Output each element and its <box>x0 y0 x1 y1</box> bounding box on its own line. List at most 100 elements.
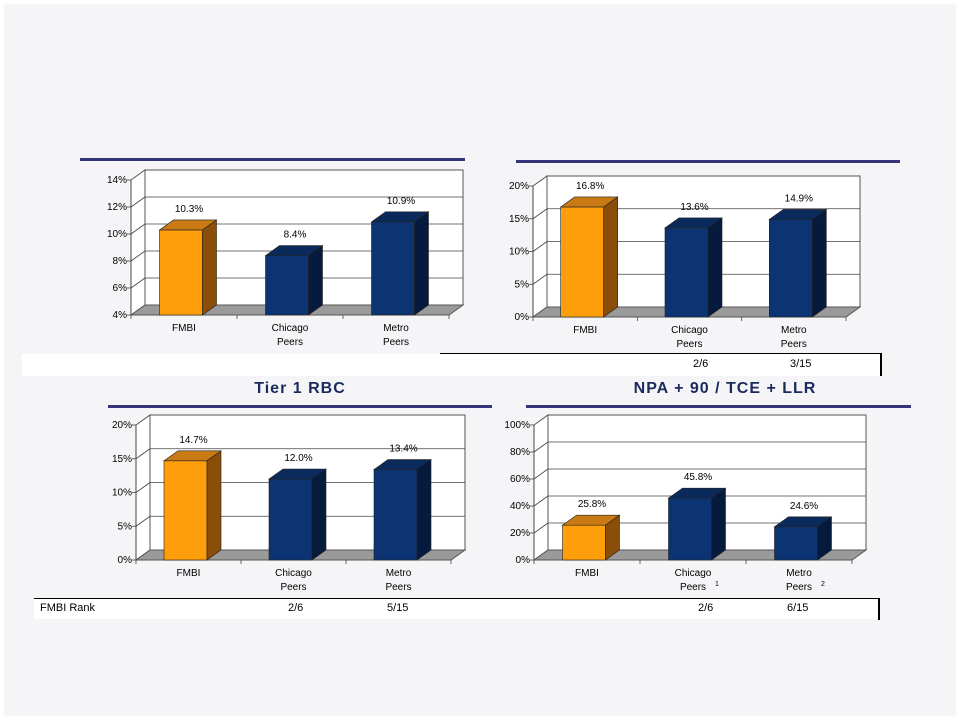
bar-front <box>163 460 208 561</box>
x-category-label: Metro Peers <box>383 323 409 348</box>
footnote-marker: 2 <box>821 581 825 588</box>
bar-front <box>560 206 604 318</box>
bar-side <box>311 468 327 561</box>
bar-1: 25.8% <box>561 499 621 561</box>
data-label: 13.4% <box>389 444 417 455</box>
y-tick-label: 5% <box>118 521 133 532</box>
bar-side <box>817 516 832 561</box>
footnote-marker: 1 <box>715 581 719 588</box>
bar-side <box>206 450 222 561</box>
gridline-side <box>130 196 146 208</box>
gridline-side <box>533 495 549 507</box>
bar-side <box>603 196 618 318</box>
y-tick-label: 10% <box>107 229 127 240</box>
data-label: 8.4% <box>284 230 307 241</box>
y-tick-label: 15% <box>112 454 132 465</box>
bar-3: 14.9% <box>768 193 828 318</box>
rank-bottom-right-chicago: 2/6 <box>698 602 714 614</box>
x-category-label: Metro Peers <box>786 568 812 593</box>
y-tick-label: 0% <box>516 555 531 566</box>
gridline-side <box>135 515 151 527</box>
bar-1: 10.3% <box>158 204 218 316</box>
chart-title-npa: NPA + 90 / TCE + LLR <box>633 380 817 397</box>
gridline-side <box>135 448 151 460</box>
bar-front <box>769 219 813 318</box>
gridline-side <box>533 468 549 480</box>
x-category-label: Chicago Peers <box>671 325 708 350</box>
bar-2: 12.0% <box>268 453 327 561</box>
rank-row-bottom-line <box>34 598 880 599</box>
bar-front <box>562 524 606 561</box>
y-tick-label: 20% <box>112 420 132 431</box>
y-tick-label: 0% <box>118 555 133 566</box>
data-label: 13.6% <box>680 202 708 213</box>
rank-top-chicago: 2/6 <box>693 358 709 370</box>
bar-front <box>668 497 712 561</box>
x-category-label: FMBI <box>172 323 196 334</box>
chart-4: 0% 20% 40% 60% 80% 100% 25.8% FMBI 45.8% Chicago P… <box>504 414 868 593</box>
side-wall <box>533 414 549 561</box>
data-label: 12.0% <box>284 453 312 464</box>
rank-row-bottom-edge <box>878 598 880 620</box>
gridline-side <box>532 208 548 220</box>
gridline-side <box>135 482 151 493</box>
x-category-label: Chicago Peers <box>675 568 712 593</box>
y-tick-label: 6% <box>113 283 128 294</box>
chart-3: 0% 5% 10% 15% 20% 14.7% FMBI 12.0% Chicago Peers 1… <box>112 414 467 593</box>
x-category-label: Chicago Peers <box>275 568 312 593</box>
y-tick-label: 15% <box>509 214 529 225</box>
x-category-label: FMBI <box>177 568 201 579</box>
x-category-label: FMBI <box>575 568 599 579</box>
x-category-label: Chicago Peers <box>272 323 309 348</box>
rank-bottom-right-metro: 6/15 <box>787 602 809 614</box>
y-tick-label: 20% <box>509 181 529 192</box>
rank-bottom-left-metro: 5/15 <box>387 602 409 614</box>
bar-side <box>812 208 827 318</box>
data-label: 10.3% <box>175 204 203 215</box>
divider-line-1 <box>80 158 465 161</box>
gridline-side <box>532 241 548 252</box>
divider-line-4 <box>526 405 911 408</box>
bar-side <box>414 211 429 316</box>
y-tick-label: 40% <box>510 501 530 512</box>
bar-front <box>774 526 818 561</box>
data-label: 16.8% <box>576 181 604 192</box>
gridline-side <box>130 277 146 289</box>
bar-2: 13.6% <box>664 202 723 318</box>
bar-side <box>711 487 726 561</box>
data-label: 10.9% <box>387 196 415 207</box>
bar-side <box>202 219 217 316</box>
y-tick-label: 80% <box>510 447 530 458</box>
bar-1: 16.8% <box>559 181 619 318</box>
data-label: 45.8% <box>684 472 712 483</box>
y-tick-label: 14% <box>107 175 127 186</box>
side-wall <box>130 169 146 316</box>
data-label: 14.9% <box>785 193 813 204</box>
rank-row-bottom <box>34 598 880 619</box>
data-label: 14.7% <box>179 435 207 446</box>
bar-front <box>159 229 203 316</box>
bar-front <box>371 221 415 316</box>
y-tick-label: 10% <box>509 247 529 258</box>
x-category-label: Metro Peers <box>385 568 411 593</box>
x-category-label: Metro Peers <box>781 325 807 350</box>
y-tick-label: 12% <box>107 202 127 213</box>
gridline-side <box>533 441 549 453</box>
y-tick-label: 4% <box>113 310 128 321</box>
gridline-side <box>533 522 549 534</box>
y-tick-label: 5% <box>515 279 530 290</box>
bar-side <box>416 458 432 561</box>
bar-3: 13.4% <box>373 444 432 561</box>
bar-front <box>268 478 313 561</box>
rank-bottom-left-chicago: 2/6 <box>288 602 304 614</box>
bar-1: 14.7% <box>163 435 222 561</box>
data-label: 25.8% <box>578 499 606 510</box>
x-category-label: FMBI <box>573 325 597 336</box>
rank-row-top-line <box>440 353 882 354</box>
data-label: 24.6% <box>790 501 818 512</box>
y-tick-label: 20% <box>510 528 530 539</box>
rank-top-metro: 3/15 <box>790 358 812 370</box>
divider-line-2 <box>516 160 900 163</box>
rank-row-top <box>22 354 882 376</box>
